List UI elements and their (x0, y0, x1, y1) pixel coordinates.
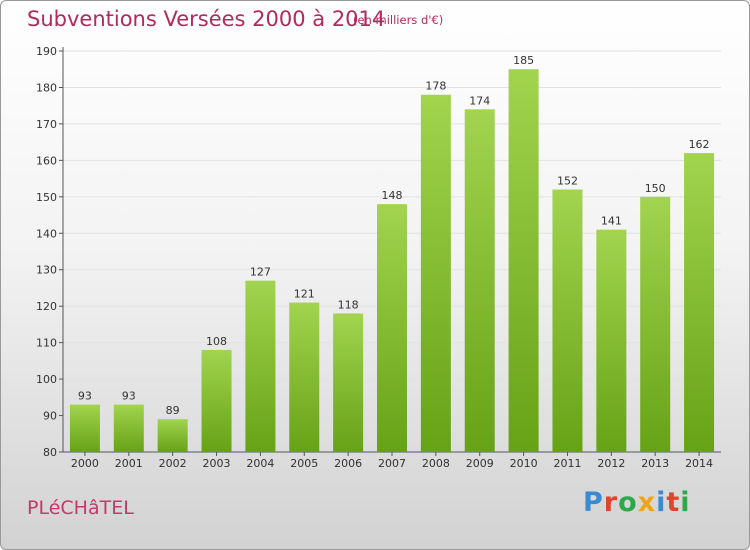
y-tick-label: 150 (36, 191, 57, 204)
logo-letter: P (583, 487, 604, 518)
y-tick-label: 170 (36, 118, 57, 131)
proxiti-logo: Proxiti (583, 487, 691, 518)
logo-letter: o (618, 487, 638, 518)
y-tick-label: 110 (36, 337, 57, 350)
y-tick-label: 130 (36, 264, 57, 277)
x-tick-label: 2012 (597, 457, 625, 470)
bar (508, 69, 539, 453)
y-tick-label: 100 (36, 373, 57, 386)
bar (245, 280, 276, 452)
bar (552, 189, 583, 452)
data-label: 118 (338, 298, 359, 311)
x-tick-label: 2005 (290, 457, 318, 470)
logo-letter: t (666, 487, 681, 518)
x-tick-label: 2002 (159, 457, 187, 470)
x-tick-label: 2001 (115, 457, 143, 470)
x-tick-label: 2009 (466, 457, 494, 470)
x-tick-label: 2007 (378, 457, 406, 470)
data-label: 148 (382, 189, 403, 202)
logo-letter: x (637, 487, 657, 518)
bar (464, 109, 495, 452)
x-tick-label: 2013 (641, 457, 669, 470)
x-tick-label: 2004 (246, 457, 274, 470)
y-tick-label: 120 (36, 300, 57, 313)
data-label: 150 (645, 182, 666, 195)
y-tick-label: 160 (36, 154, 57, 167)
data-label: 127 (250, 266, 271, 279)
x-tick-label: 2014 (685, 457, 713, 470)
data-label: 178 (425, 80, 446, 93)
bar (201, 349, 232, 452)
y-tick-label: 190 (36, 45, 57, 58)
bar (420, 94, 451, 452)
bar (377, 204, 407, 452)
data-label: 152 (557, 175, 578, 188)
data-label: 185 (513, 54, 534, 67)
data-label: 93 (78, 390, 92, 403)
data-label: 93 (122, 390, 136, 403)
bars (69, 69, 715, 453)
bar (640, 196, 671, 452)
data-label: 141 (601, 215, 622, 228)
bar (113, 404, 144, 452)
logo-letter: i (656, 487, 667, 518)
data-label: 108 (206, 335, 227, 348)
logo-letter: r (603, 487, 619, 518)
bar (684, 153, 715, 452)
data-label: 121 (294, 288, 315, 301)
y-tick-label: 180 (36, 81, 57, 94)
bar (157, 419, 188, 452)
labels: 80 90 100 110 120 130 140 150 160 170 180 190 93 2000… (36, 45, 713, 470)
x-tick-label: 2008 (422, 457, 450, 470)
data-label: 89 (166, 404, 180, 417)
data-label: 174 (469, 94, 490, 107)
x-tick-label: 2000 (71, 457, 99, 470)
chart-unit-note: (en milliers d'€) (353, 13, 444, 27)
bar (69, 404, 100, 452)
x-tick-label: 2011 (553, 457, 581, 470)
bar (289, 302, 320, 452)
logo-letter: i (680, 487, 691, 518)
data-label: 162 (689, 138, 710, 151)
x-tick-label: 2006 (334, 457, 362, 470)
y-tick-label: 80 (43, 446, 57, 459)
bar (596, 229, 627, 452)
x-tick-label: 2003 (203, 457, 231, 470)
bar (333, 313, 364, 452)
chart-title: Subventions Versées 2000 à 2014 (27, 7, 386, 31)
y-tick-label: 90 (43, 410, 57, 423)
y-tick-label: 140 (36, 227, 57, 240)
commune-name: PLéCHâTEL (27, 497, 134, 519)
x-tick-label: 2010 (510, 457, 538, 470)
